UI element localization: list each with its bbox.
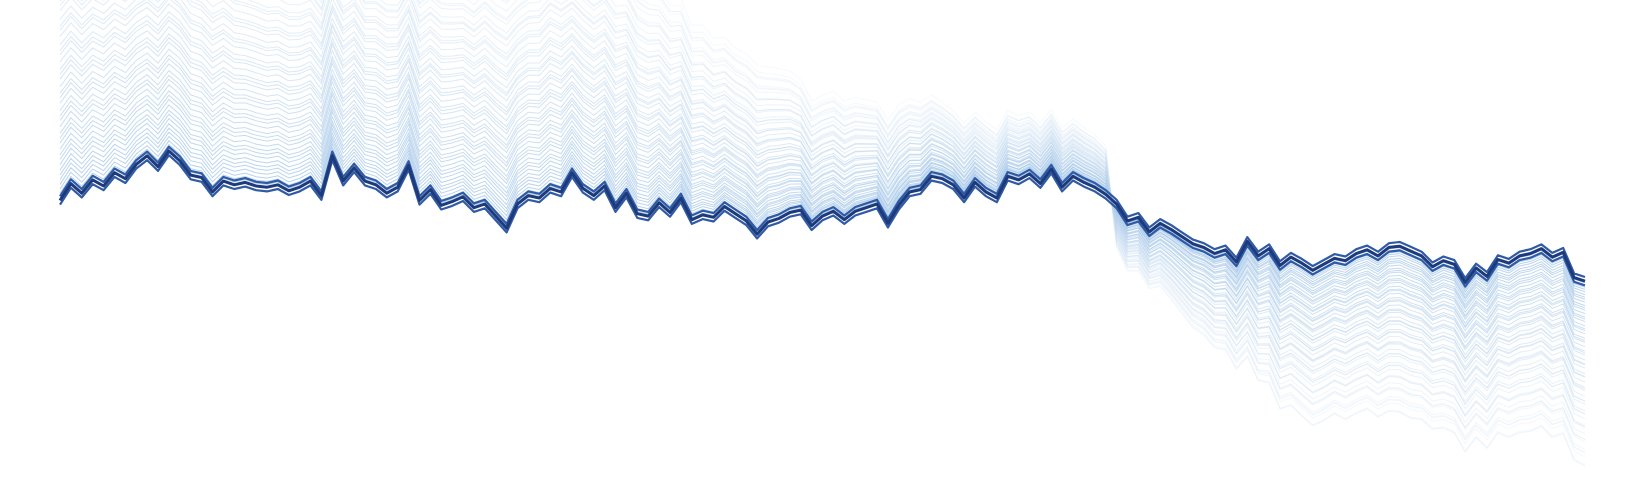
fan-line-24 <box>59 37 1586 348</box>
fan-line-39 <box>233 0 1586 397</box>
fan-line-25 <box>59 33 1586 352</box>
fan-line-17 <box>59 74 1586 327</box>
fan-line-16 <box>59 78 1586 323</box>
fan-line-27 <box>59 19 1586 356</box>
fan-line-8 <box>59 117 1586 300</box>
fan-line-19 <box>59 63 1586 332</box>
fan-line-38 <box>230 0 1586 391</box>
fan-line-42 <box>313 0 1586 405</box>
fan-line-52 <box>633 0 1586 441</box>
main-series-lines <box>58 145 1586 288</box>
fan-line-46 <box>417 0 1586 420</box>
fan-line-53 <box>636 0 1586 443</box>
fan-line-15 <box>59 84 1586 320</box>
fan-line-6 <box>59 127 1586 296</box>
fan-line-7 <box>59 123 1586 299</box>
fan-line-12 <box>59 98 1586 311</box>
fan-line-18 <box>59 69 1586 330</box>
fan-line-57 <box>662 0 1586 458</box>
fan-line-48 <box>466 0 1586 428</box>
fan-line-41 <box>279 0 1586 402</box>
fan-line-31 <box>59 0 1586 369</box>
fan-line-45 <box>416 0 1586 415</box>
fan-line-35 <box>59 0 1586 383</box>
main-series-band-line-1 <box>59 145 1586 280</box>
fan-line-43 <box>314 0 1586 412</box>
fan-line-22 <box>59 48 1586 342</box>
fan-series-lines <box>59 0 1586 467</box>
fan-line-9 <box>59 113 1586 303</box>
fan-line-60 <box>680 0 1586 467</box>
main-series-band-line-0 <box>59 154 1586 288</box>
fan-line-58 <box>662 0 1586 466</box>
fan-line-26 <box>59 26 1586 354</box>
fan-line-13 <box>59 94 1586 315</box>
fan-line-51 <box>629 0 1586 441</box>
fan-line-47 <box>418 0 1586 426</box>
fan-line-49 <box>500 0 1586 429</box>
fan-line-36 <box>59 0 1586 388</box>
fan-line-20 <box>59 58 1586 335</box>
fan-line-55 <box>641 0 1586 454</box>
fan-line-29 <box>59 10 1586 365</box>
main-series-line <box>58 149 1586 284</box>
fan-line-44 <box>318 0 1586 415</box>
fan-line-33 <box>59 0 1586 377</box>
fan-line-50 <box>504 0 1586 435</box>
fan-line-54 <box>636 0 1586 450</box>
fan-line-59 <box>666 0 1586 467</box>
fan-line-11 <box>59 104 1586 309</box>
fan-line-40 <box>246 0 1586 402</box>
fan-line-14 <box>59 90 1586 318</box>
fan-line-5 <box>59 131 1586 293</box>
fan-line-10 <box>59 109 1586 307</box>
fan-line-37 <box>205 0 1586 390</box>
fan-line-23 <box>59 41 1586 343</box>
fan-line-56 <box>659 0 1586 454</box>
